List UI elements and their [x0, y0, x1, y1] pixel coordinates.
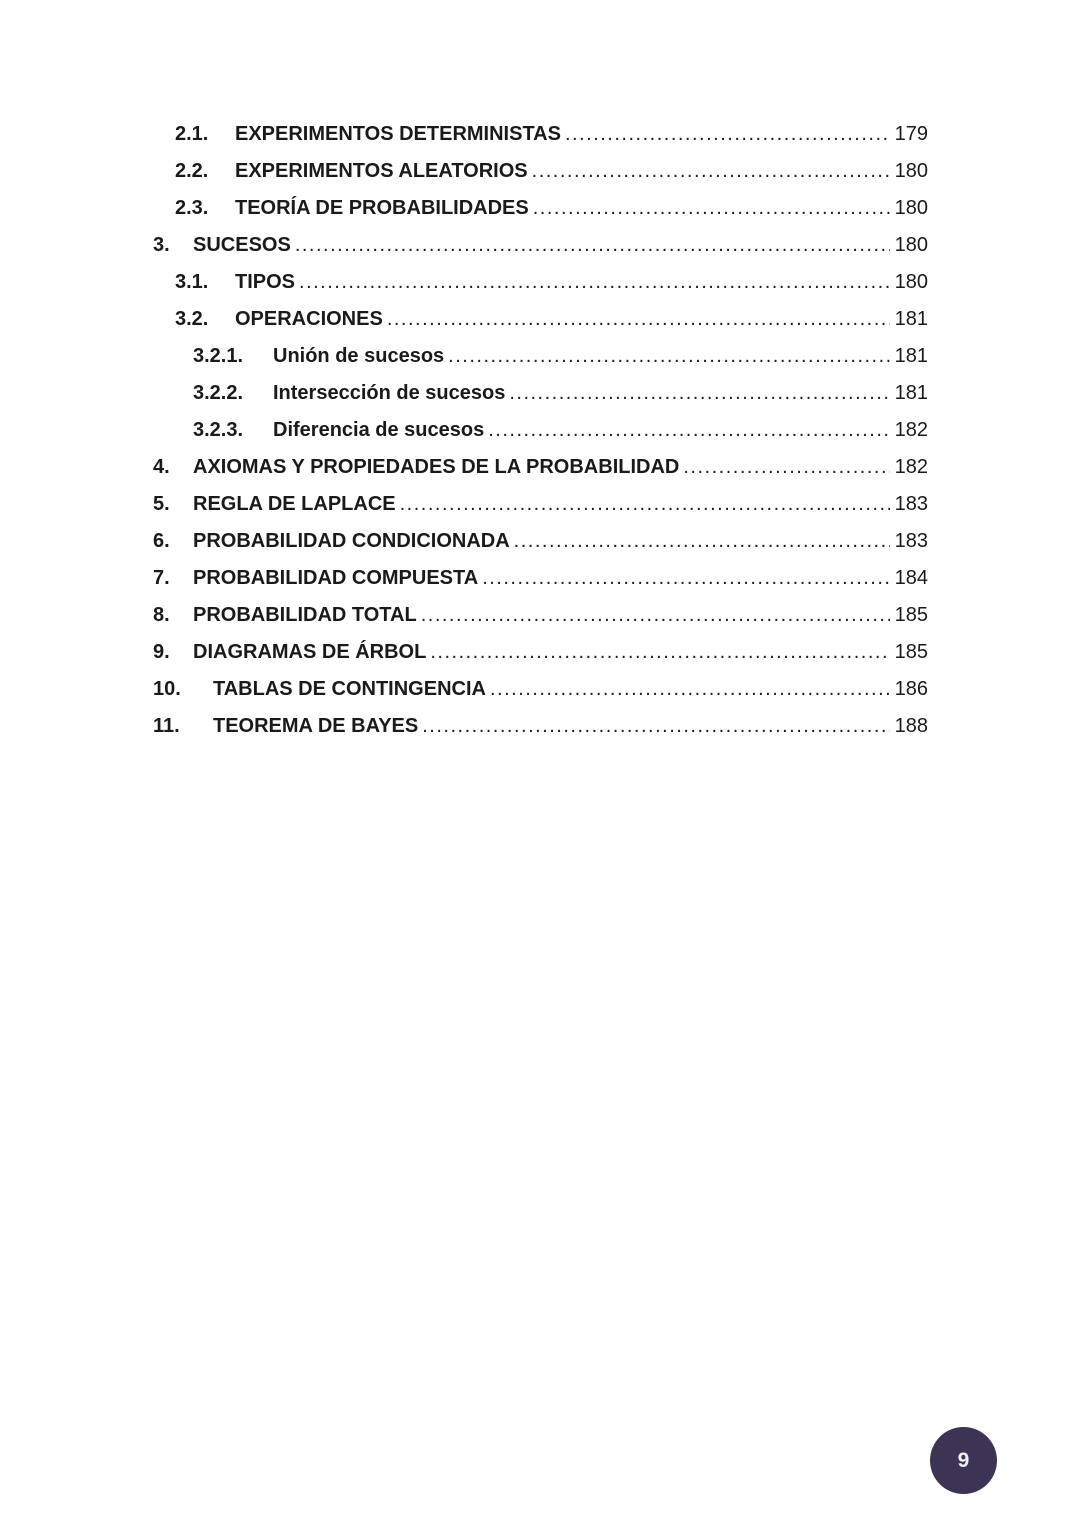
toc-entry[interactable]: 4. AXIOMAS Y PROPIEDADES DE LA PROBABILI…: [153, 456, 928, 493]
dot-leader: [387, 308, 890, 331]
dot-leader: [295, 234, 890, 257]
toc-entry-label: EXPERIMENTOS ALEATORIOS: [235, 160, 528, 182]
toc-entry-number: 7.: [153, 567, 170, 589]
toc-entry-number: 3.1.: [175, 271, 209, 293]
toc-entry-label: TEORÍA DE PROBABILIDADES: [235, 197, 529, 219]
toc-entry-page: 181: [894, 345, 928, 367]
toc-entry-label: Unión de sucesos: [273, 345, 445, 367]
dot-leader: [482, 567, 889, 590]
dot-leader: [421, 604, 890, 627]
toc-entry-page: 179: [894, 123, 928, 145]
toc-entry-number: 8.: [153, 604, 170, 626]
toc-entry-label: SUCESOS: [193, 234, 291, 256]
toc-entry[interactable]: 3.1. TIPOS 180: [175, 271, 928, 308]
toc-entry[interactable]: 5. REGLA DE LAPLACE 183: [153, 493, 928, 530]
dot-leader: [430, 641, 889, 664]
toc-entry-label: PROBABILIDAD COMPUESTA: [193, 567, 479, 589]
dot-leader: [514, 530, 890, 553]
toc-entry[interactable]: 10. TABLAS DE CONTINGENCIA 186: [153, 678, 928, 715]
table-of-contents: 2.1. EXPERIMENTOS DETERMINISTAS 179 2.2.…: [153, 123, 928, 752]
toc-entry-label: AXIOMAS Y PROPIEDADES DE LA PROBABILIDAD: [193, 456, 680, 478]
toc-entry-number: 11.: [153, 715, 180, 737]
toc-entry-label: DIAGRAMAS DE ÁRBOL: [193, 641, 427, 663]
toc-entry-number: 3.2.3.: [193, 419, 244, 441]
toc-entry-number: 3.2.1.: [193, 345, 244, 367]
dot-leader: [533, 197, 890, 220]
toc-entry-page: 181: [894, 382, 928, 404]
dot-leader: [683, 456, 889, 479]
toc-entry-page: 188: [894, 715, 928, 737]
toc-entry-page: 180: [894, 197, 928, 219]
toc-entry-page: 180: [894, 160, 928, 182]
toc-entry-number: 3.2.: [175, 308, 209, 330]
toc-entry-number: 4.: [153, 456, 170, 478]
toc-entry-page: 186: [894, 678, 928, 700]
toc-entry[interactable]: 3.2. OPERACIONES 181: [175, 308, 928, 345]
toc-entry[interactable]: 3.2.1. Unión de sucesos 181: [193, 345, 928, 382]
toc-entry[interactable]: 9. DIAGRAMAS DE ÁRBOL 185: [153, 641, 928, 678]
toc-entry-label: OPERACIONES: [235, 308, 383, 330]
toc-entry-page: 180: [894, 234, 928, 256]
toc-entry-number: 6.: [153, 530, 170, 552]
toc-entry-number: 5.: [153, 493, 170, 515]
toc-entry-label: TEOREMA DE BAYES: [213, 715, 419, 737]
toc-entry-number: 10.: [153, 678, 181, 700]
toc-entry[interactable]: 2.2. EXPERIMENTOS ALEATORIOS 180: [175, 160, 928, 197]
toc-entry-number: 2.2.: [175, 160, 209, 182]
toc-entry-number: 9.: [153, 641, 170, 663]
toc-entry[interactable]: 3.2.3. Diferencia de sucesos 182: [193, 419, 928, 456]
toc-entry-page: 185: [894, 604, 928, 626]
toc-entry[interactable]: 6. PROBABILIDAD CONDICIONADA 183: [153, 530, 928, 567]
toc-entry-number: 2.1.: [175, 123, 209, 145]
dot-leader: [532, 160, 890, 183]
toc-entry[interactable]: 8. PROBABILIDAD TOTAL 185: [153, 604, 928, 641]
toc-entry-number: 3.: [153, 234, 170, 256]
toc-entry[interactable]: 2.3. TEORÍA DE PROBABILIDADES 180: [175, 197, 928, 234]
toc-entry-page: 185: [894, 641, 928, 663]
toc-entry-label: PROBABILIDAD CONDICIONADA: [193, 530, 510, 552]
page-number-badge: 9: [930, 1427, 997, 1494]
toc-entry-number: 2.3.: [175, 197, 209, 219]
toc-entry-page: 182: [894, 419, 928, 441]
toc-entry-label: REGLA DE LAPLACE: [193, 493, 396, 515]
toc-entry-label: PROBABILIDAD TOTAL: [193, 604, 417, 626]
dot-leader: [448, 345, 889, 368]
toc-entry-page: 183: [894, 493, 928, 515]
toc-entry-page: 182: [894, 456, 928, 478]
dot-leader: [490, 678, 890, 701]
toc-entry-page: 184: [894, 567, 928, 589]
dot-leader: [400, 493, 890, 516]
toc-entry-page: 180: [894, 271, 928, 293]
toc-entry-label: TIPOS: [235, 271, 296, 293]
dot-leader: [565, 123, 890, 146]
dot-leader: [509, 382, 889, 405]
toc-entry-page: 181: [894, 308, 928, 330]
toc-entry[interactable]: 2.1. EXPERIMENTOS DETERMINISTAS 179: [175, 123, 928, 160]
dot-leader: [488, 419, 889, 442]
toc-entry[interactable]: 3.2.2. Intersección de sucesos 181: [193, 382, 928, 419]
dot-leader: [422, 715, 889, 738]
toc-entry-number: 3.2.2.: [193, 382, 244, 404]
dot-leader: [299, 271, 890, 294]
toc-entry[interactable]: 7. PROBABILIDAD COMPUESTA 184: [153, 567, 928, 604]
toc-entry-page: 183: [894, 530, 928, 552]
toc-entry-label: TABLAS DE CONTINGENCIA: [213, 678, 486, 700]
toc-entry-label: EXPERIMENTOS DETERMINISTAS: [235, 123, 561, 145]
toc-entry[interactable]: 11. TEOREMA DE BAYES 188: [153, 715, 928, 752]
toc-entry-label: Intersección de sucesos: [273, 382, 506, 404]
toc-entry[interactable]: 3. SUCESOS 180: [153, 234, 928, 271]
toc-entry-label: Diferencia de sucesos: [273, 419, 485, 441]
